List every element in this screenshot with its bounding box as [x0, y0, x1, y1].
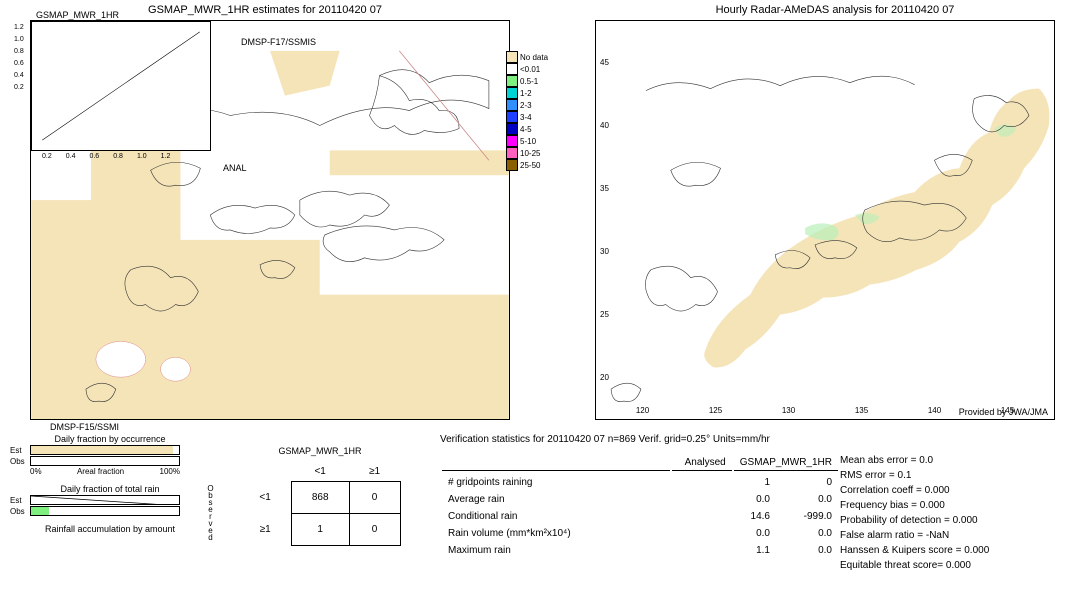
frac-axis: 0%Areal fraction100% [30, 467, 180, 476]
left-map-panel: GSMAP_MWR_1HR estimates for 20110420 07 [0, 0, 530, 430]
right-map-box: Provided by JWA/JMA 120125130135140145 2… [595, 20, 1055, 420]
contingency-panel: Observed GSMAP_MWR_1HR <1≥1 <18680 ≥110 [210, 434, 430, 606]
cont-title: GSMAP_MWR_1HR [220, 446, 420, 456]
contingency-table: <1≥1 <18680 ≥110 [239, 462, 400, 546]
inset-yticks: 0.20.40.60.81.01.2 [14, 24, 24, 91]
left-map-box: GSMAP_MWR_1HR 0.20.40.60.81.01.2 0.20.40… [30, 20, 510, 420]
right-map-panel: Hourly Radar-AMeDAS analysis for 2011042… [595, 0, 1075, 430]
occurrence-obs-bar [30, 456, 180, 466]
obs-label: Obs [10, 457, 30, 466]
overlay-anal: ANAL [223, 163, 247, 173]
right-xticks: 120125130135140145 [596, 406, 1054, 415]
totalrain-obs-bar [30, 506, 180, 516]
occurrence-est-bar [30, 445, 180, 455]
color-legend: No data<0.010.5-11-22-33-44-55-1010-2525… [506, 51, 564, 171]
fraction-panel: Daily fraction by occurrence Est Obs 0%A… [10, 434, 210, 606]
stats-table: AnalysedGSMAP_MWR_1HR [440, 453, 840, 473]
stats-title: Verification statistics for 20110420 07 … [440, 434, 1070, 445]
right-yticks: 202530354045 [600, 21, 609, 419]
observed-side-label: Observed [206, 484, 215, 540]
bottom-satellite-label: DMSP-F15/SSMI [50, 422, 530, 432]
inset-title: GSMAP_MWR_1HR [36, 10, 119, 20]
occurrence-title: Daily fraction by occurrence [10, 434, 210, 444]
totalrain-title: Daily fraction of total rain [10, 484, 210, 494]
right-map-svg [596, 21, 1054, 419]
metrics-list: Mean abs error = 0.0RMS error = 0.1Corre… [840, 453, 1070, 573]
stats-body: # gridpoints raining10Average rain0.00.0… [440, 473, 840, 560]
totalrain-est-bar [30, 495, 180, 505]
right-map-title: Hourly Radar-AMeDAS analysis for 2011042… [595, 0, 1075, 20]
inset-xticks: 0.20.40.60.81.01.2 [42, 153, 170, 160]
accum-title: Rainfall accumulation by amount [10, 524, 210, 534]
overlay-ssmis: DMSP-F17/SSMIS [241, 37, 316, 47]
stats-panel: Verification statistics for 20110420 07 … [430, 434, 1070, 606]
left-map-inset: GSMAP_MWR_1HR 0.20.40.60.81.01.2 0.20.40… [31, 21, 211, 151]
est-label: Est [10, 446, 30, 455]
